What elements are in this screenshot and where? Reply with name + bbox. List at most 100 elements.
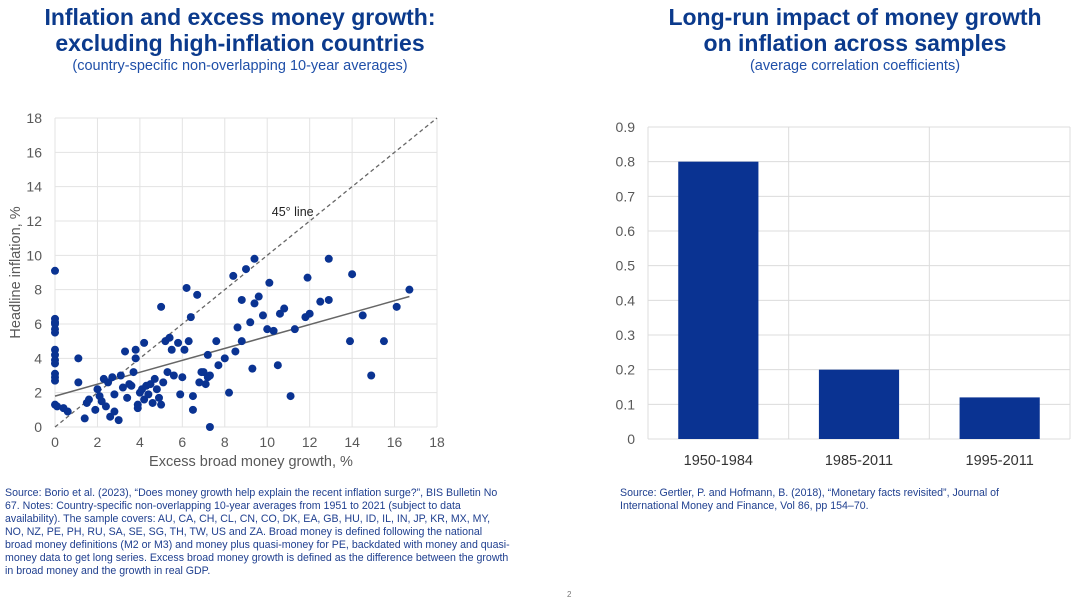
scatter-y-tick-label: 4 xyxy=(34,350,42,366)
scatter-point xyxy=(182,283,191,292)
scatter-point xyxy=(188,392,197,401)
scatter-point xyxy=(201,380,210,389)
scatter-x-tick-label: 18 xyxy=(429,434,445,450)
scatter-point xyxy=(178,373,187,382)
scatter-point xyxy=(93,385,102,394)
bar-y-tick-label: 0.1 xyxy=(616,396,636,412)
left-source-note: Source: Borio et al. (2023), “Does money… xyxy=(5,487,510,577)
scatter-point xyxy=(348,270,357,279)
scatter-point xyxy=(229,271,238,280)
scatter-point xyxy=(248,364,257,373)
scatter-x-tick-label: 12 xyxy=(302,434,318,450)
scatter-point xyxy=(193,290,202,299)
scatter-point xyxy=(180,345,189,354)
bar-1950-1984 xyxy=(678,161,759,439)
bar-y-tick-label: 0.4 xyxy=(616,292,636,308)
scatter-point xyxy=(150,374,159,383)
scatter-point xyxy=(118,383,127,392)
scatter-point xyxy=(51,328,59,337)
scatter-point xyxy=(152,385,161,394)
scatter-point xyxy=(110,390,119,399)
scatter-point xyxy=(254,292,263,301)
scatter-point xyxy=(133,400,142,409)
scatter-point xyxy=(324,254,333,263)
scatter-point xyxy=(116,371,125,380)
diagonal-annotation: 45° line xyxy=(272,205,314,219)
scatter-point xyxy=(305,309,314,318)
scatter-point xyxy=(165,333,174,342)
scatter-point xyxy=(225,388,234,397)
scatter-point xyxy=(286,392,295,401)
bar-1985-2011 xyxy=(818,369,900,439)
scatter-y-tick-label: 18 xyxy=(26,110,42,126)
scatter-point xyxy=(184,337,193,346)
scatter-x-tick-label: 0 xyxy=(51,434,59,450)
scatter-point xyxy=(195,378,204,387)
scatter-y-tick-label: 8 xyxy=(34,282,42,298)
bar-y-tick-label: 0.6 xyxy=(616,223,636,239)
scatter-point xyxy=(203,350,212,359)
scatter-y-tick-label: 10 xyxy=(26,247,42,263)
scatter-point xyxy=(250,299,259,308)
bar-y-tick-label: 0.9 xyxy=(616,119,636,135)
scatter-point xyxy=(63,407,72,416)
scatter-x-axis-label: Excess broad money growth, % xyxy=(149,454,353,470)
right-title-line1: Long-run impact of money growth xyxy=(668,4,1042,30)
right-title-line2: on inflation across samples xyxy=(703,30,1007,56)
right-chart-title: Long-run impact of money growth on infla… xyxy=(600,4,1075,56)
scatter-point xyxy=(84,395,93,404)
scatter-point xyxy=(131,345,140,354)
bar-y-tick-label: 0.3 xyxy=(616,327,636,343)
scatter-point xyxy=(53,402,62,411)
scatter-y-tick-label: 16 xyxy=(26,144,42,160)
scatter-point xyxy=(280,304,289,313)
scatter-point xyxy=(101,402,110,411)
scatter-point xyxy=(154,393,163,402)
scatter-point xyxy=(324,295,333,304)
scatter-point xyxy=(169,371,178,380)
scatter-point xyxy=(220,354,229,363)
scatter-point xyxy=(51,376,59,385)
scatter-point xyxy=(127,381,136,390)
scatter-point xyxy=(131,354,140,363)
bar-y-tick-label: 0.5 xyxy=(616,258,636,274)
scatter-point xyxy=(246,318,255,327)
scatter-point xyxy=(123,393,132,402)
bar-chart: 0 0.1 0.2 0.3 0.4 0.5 0.6 0.7 0.8 0.9 1950-1984 198… xyxy=(616,119,1071,469)
scatter-point xyxy=(392,302,401,311)
scatter-point xyxy=(110,407,119,416)
bar-category-label: 1985-2011 xyxy=(825,453,893,469)
bar-y-tick-label: 0.7 xyxy=(616,188,636,204)
scatter-point xyxy=(205,423,214,431)
scatter-point xyxy=(74,378,83,387)
scatter-y-tick-label: 6 xyxy=(34,316,42,332)
scatter-point xyxy=(367,371,376,380)
scatter-x-tick-label: 6 xyxy=(178,434,186,450)
scatter-point xyxy=(214,361,223,370)
scatter-y-tick-label: 12 xyxy=(26,213,42,229)
scatter-point xyxy=(129,368,138,377)
scatter-point xyxy=(237,337,246,346)
scatter-point xyxy=(379,337,388,346)
scatter-x-tick-label: 10 xyxy=(259,434,275,450)
bar-y-tick-label: 0 xyxy=(627,431,635,447)
scatter-point xyxy=(273,361,282,370)
scatter-point xyxy=(358,311,367,320)
scatter-point xyxy=(140,338,149,347)
left-chart-title: Inflation and excess money growth: exclu… xyxy=(0,4,480,56)
scatter-point xyxy=(74,354,83,363)
bar-y-tick-label: 0.2 xyxy=(616,362,636,378)
scatter-point xyxy=(303,273,312,282)
right-source-note: Source: Gertler, P. and Hofmann, B. (201… xyxy=(620,487,999,512)
scatter-point xyxy=(345,337,354,346)
scatter-point xyxy=(108,373,117,382)
left-title-line2: excluding high-inflation countries xyxy=(55,30,425,56)
scatter-point xyxy=(114,416,123,425)
scatter-y-axis-label: Headline inflation, % xyxy=(8,206,24,338)
scatter-point xyxy=(316,297,325,306)
scatter-point xyxy=(51,266,59,275)
scatter-point xyxy=(212,337,221,346)
scatter-point xyxy=(242,265,250,274)
scatter-point xyxy=(51,359,59,368)
scatter-point xyxy=(163,368,172,377)
